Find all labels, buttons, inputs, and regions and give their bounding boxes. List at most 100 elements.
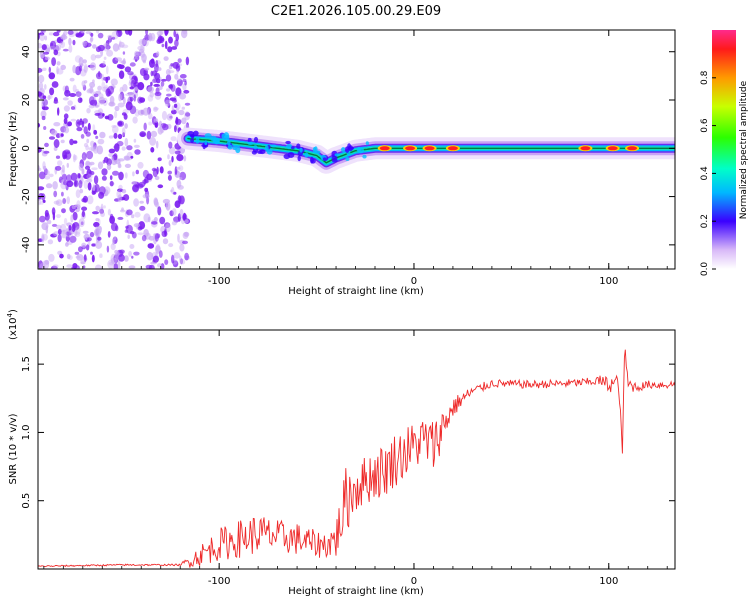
- noise-blob: [57, 160, 63, 167]
- noise-blob: [91, 243, 96, 247]
- noise-blob: [61, 164, 65, 173]
- noise-blob: [114, 110, 118, 119]
- noise-blob: [101, 81, 106, 89]
- noise-blob: [41, 115, 46, 121]
- colorbar-tick-label: 0.4: [700, 166, 710, 181]
- noise-blob: [52, 181, 58, 190]
- noise-blob: [183, 231, 190, 238]
- noise-blob: [171, 46, 178, 50]
- noise-blob: [174, 125, 177, 133]
- noise-blob: [114, 57, 123, 61]
- noise-blob: [98, 93, 104, 99]
- noise-blob: [57, 228, 62, 235]
- noise-blob: [135, 169, 139, 175]
- noise-blob: [159, 216, 166, 225]
- noise-blob: [93, 221, 100, 228]
- noise-blob: [133, 251, 140, 256]
- noise-blob: [171, 208, 177, 216]
- noise-blob: [65, 242, 69, 247]
- noise-blob: [131, 255, 134, 259]
- noise-blob: [50, 129, 58, 136]
- noise-blob: [117, 194, 122, 203]
- noise-blob: [85, 160, 91, 167]
- noise-blob: [83, 65, 88, 74]
- noise-blob: [55, 165, 62, 171]
- noise-blob: [82, 118, 88, 124]
- noise-blob: [174, 73, 179, 80]
- noise-blob: [86, 150, 94, 160]
- noise-blob: [159, 166, 164, 174]
- noise-blob: [124, 123, 128, 129]
- noise-blob: [77, 97, 83, 104]
- noise-blob: [55, 44, 62, 51]
- noise-blob: [122, 58, 126, 65]
- noise-blob: [83, 126, 88, 134]
- noise-blob: [149, 59, 155, 68]
- noise-blob: [129, 244, 135, 249]
- noise-blob: [69, 77, 75, 82]
- noise-blob: [176, 154, 184, 162]
- noise-blob: [168, 36, 173, 44]
- noise-blob: [149, 91, 154, 98]
- noise-blob: [140, 44, 145, 54]
- noise-blob: [133, 138, 137, 143]
- noise-blob: [89, 231, 95, 238]
- noise-blob: [71, 223, 76, 233]
- noise-blob: [41, 149, 45, 154]
- noise-blob: [157, 206, 162, 216]
- noise-blob: [49, 45, 56, 51]
- noise-blob: [51, 265, 58, 269]
- noise-blob: [129, 97, 134, 102]
- noise-blob: [38, 122, 41, 128]
- hot-spot: [607, 146, 618, 151]
- noise-blob: [161, 43, 165, 48]
- noise-blob: [137, 161, 144, 169]
- noise-blob: [184, 102, 191, 106]
- noise-blob: [142, 179, 150, 184]
- noise-blob: [124, 163, 131, 168]
- noise-blob: [184, 219, 189, 224]
- noise-blob: [130, 155, 134, 159]
- noise-blob: [134, 50, 139, 58]
- noise-blob: [61, 208, 66, 214]
- noise-blob: [138, 48, 145, 54]
- noise-blob: [139, 200, 144, 204]
- noise-blob: [65, 235, 70, 242]
- noise-blob: [81, 242, 87, 248]
- noise-blob: [165, 74, 172, 82]
- noise-blob: [109, 175, 113, 181]
- noise-blob: [107, 208, 111, 216]
- noise-blob: [51, 57, 56, 67]
- noise-blob: [89, 161, 95, 166]
- noise-blob: [130, 231, 135, 235]
- ridge-speckle: [259, 149, 266, 155]
- spectrogram-x-label: Height of straight line (km): [288, 286, 424, 297]
- noise-blob: [183, 89, 190, 94]
- noise-blob: [160, 37, 165, 42]
- noise-blob: [90, 32, 94, 37]
- noise-blob: [85, 244, 90, 251]
- noise-blob: [176, 68, 179, 75]
- noise-blob: [182, 240, 188, 245]
- noise-blob: [75, 91, 82, 97]
- snr-y-scale-close: ): [8, 309, 19, 313]
- ridge-speckle: [270, 144, 277, 148]
- noise-blob: [124, 66, 132, 73]
- ridge-speckle: [290, 146, 295, 150]
- noise-blob: [174, 150, 181, 155]
- noise-blob: [86, 173, 93, 180]
- noise-blob: [110, 243, 116, 251]
- x-tick-label: -100: [208, 276, 231, 287]
- noise-blob: [49, 87, 55, 96]
- noise-blob: [107, 114, 114, 121]
- noise-blob: [60, 133, 64, 137]
- noise-blob: [129, 62, 136, 67]
- noise-blob: [168, 141, 173, 149]
- noise-blob: [126, 145, 133, 151]
- noise-blob: [74, 55, 82, 63]
- noise-blob: [53, 200, 60, 205]
- ridge-speckle: [210, 135, 217, 142]
- noise-blob: [144, 187, 149, 192]
- noise-blob: [132, 57, 138, 61]
- noise-blob: [105, 45, 111, 50]
